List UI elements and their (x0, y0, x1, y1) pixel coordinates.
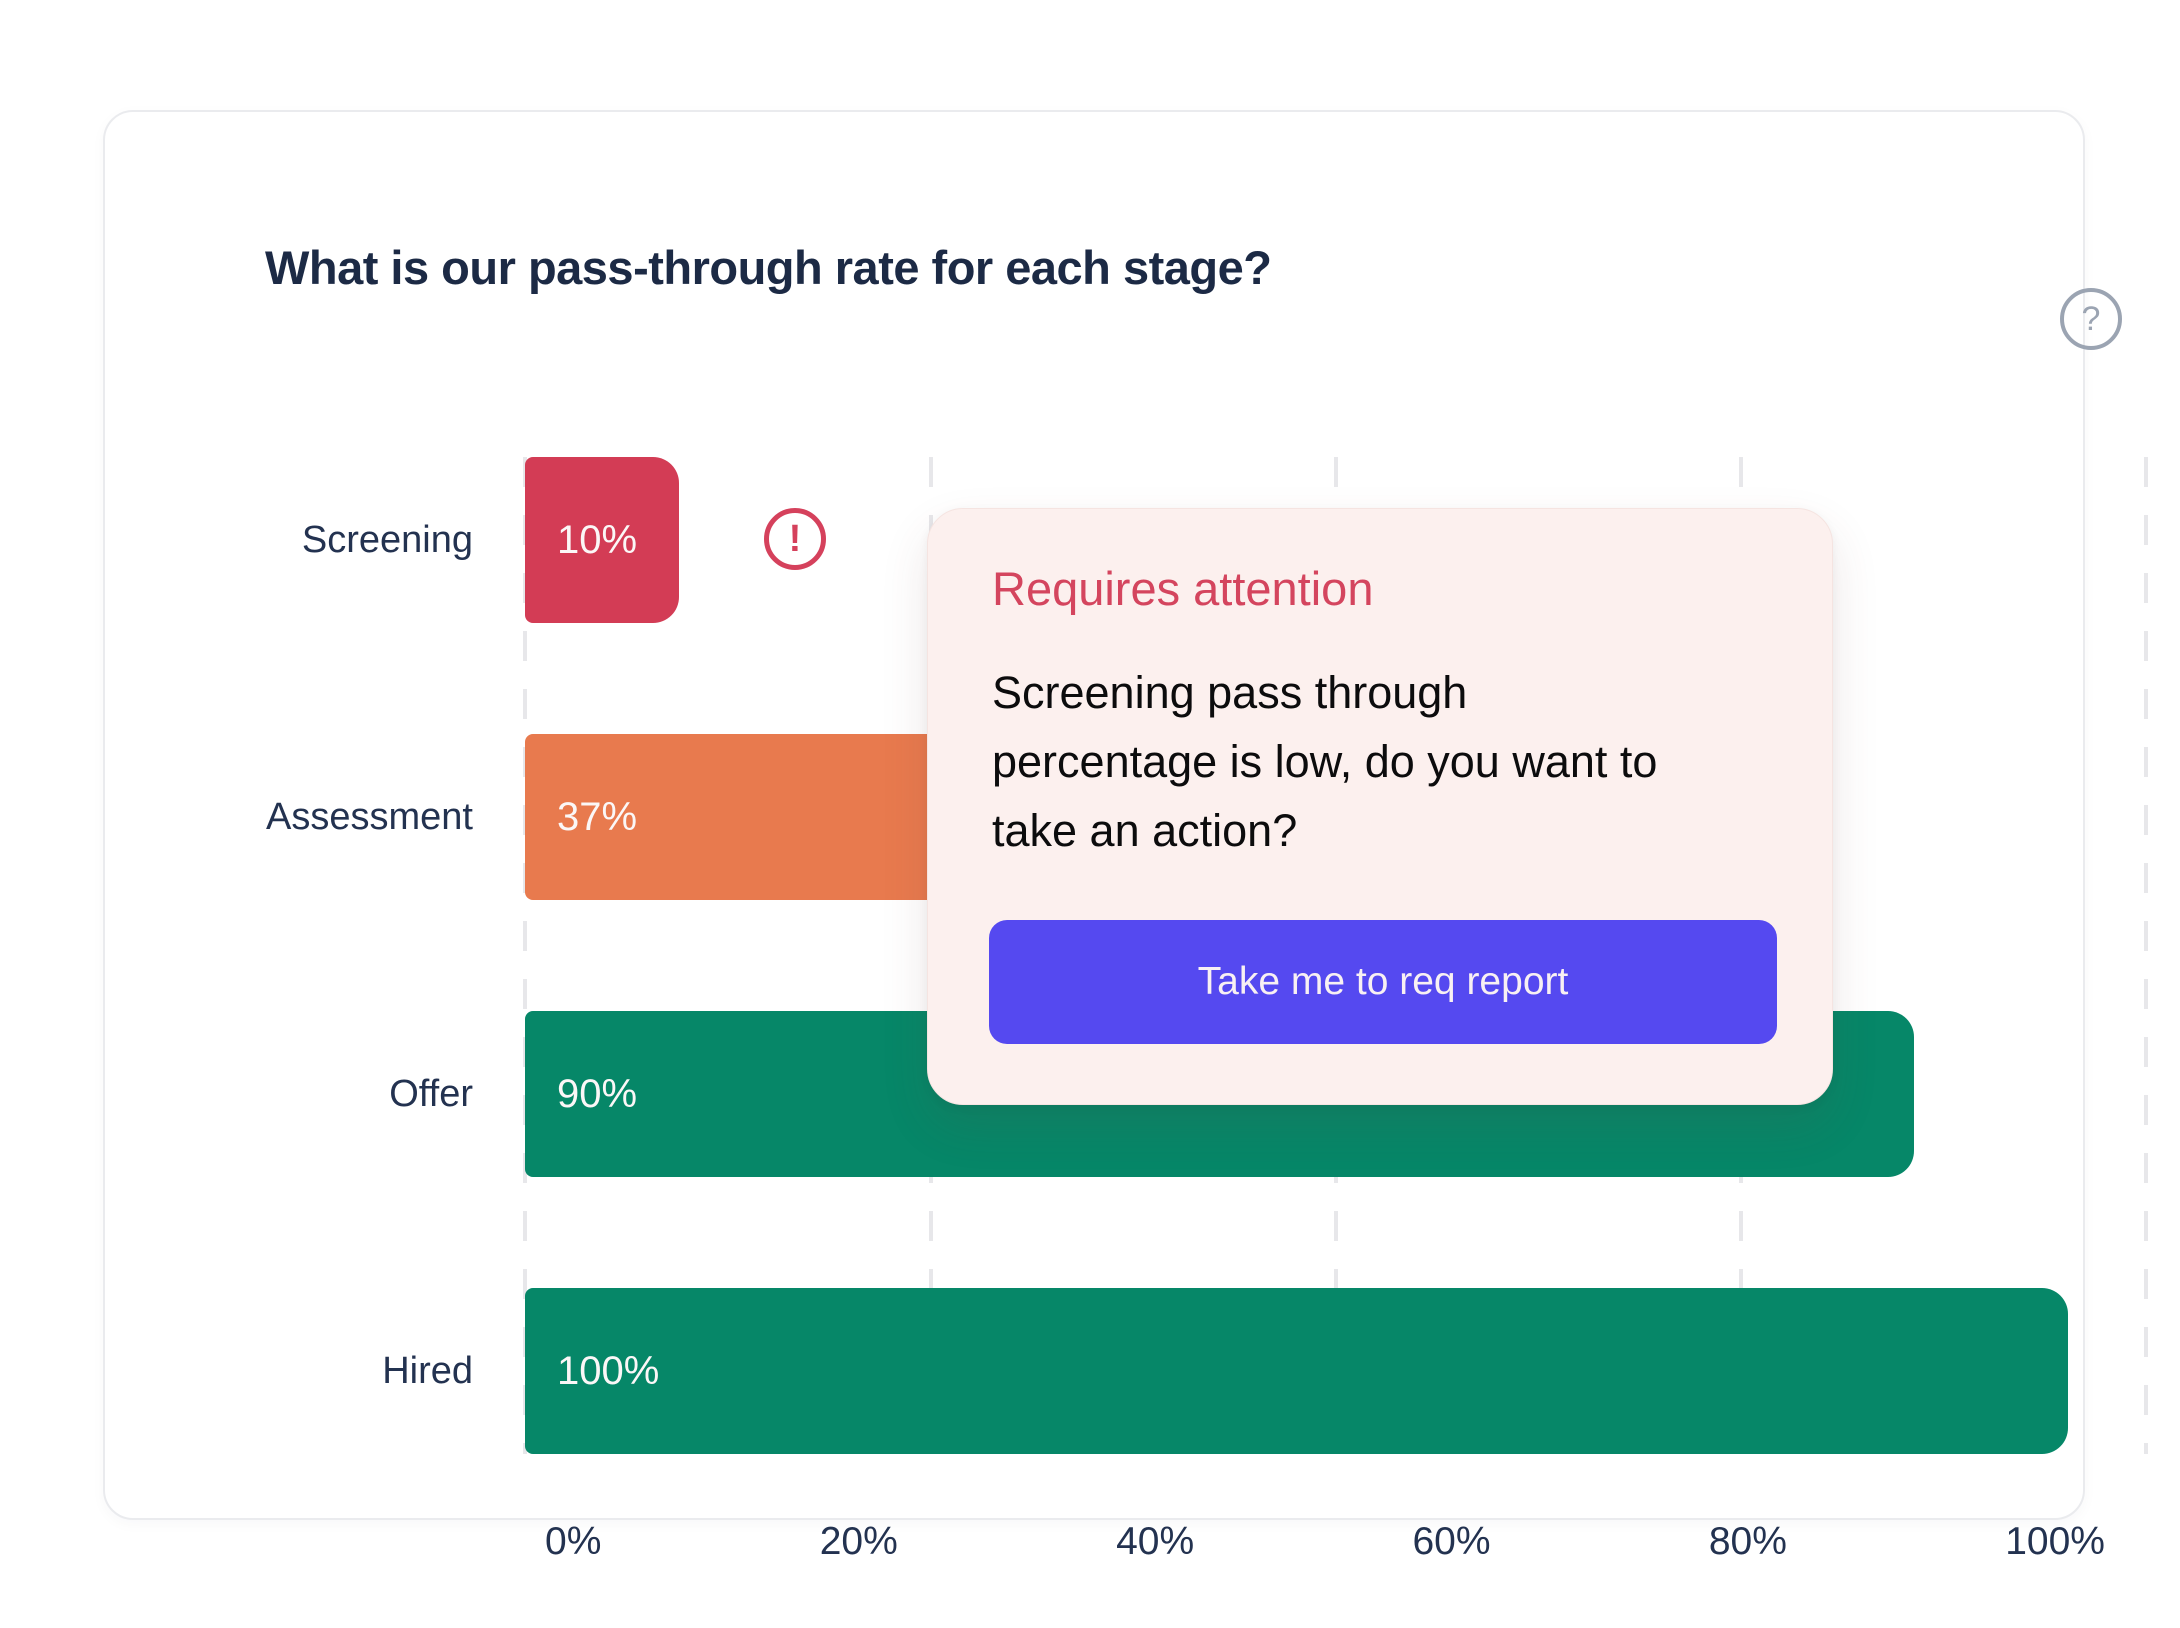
x-tick: 60% (1412, 1520, 1491, 1563)
bar-value-label: 90% (557, 1071, 638, 1116)
bar-hired[interactable]: 100% (525, 1288, 2068, 1454)
popover-heading: Requires attention (992, 562, 1374, 615)
category-label-screening: Screening (301, 518, 473, 561)
x-tick: 100% (2005, 1520, 2105, 1563)
req-report-button[interactable]: Take me to req report (989, 920, 1777, 1044)
x-tick: 40% (1116, 1520, 1195, 1563)
bar-value-label: 100% (557, 1348, 660, 1393)
bar-value-label: 37% (557, 794, 638, 839)
category-label-hired: Hired (382, 1349, 473, 1392)
gridline (2144, 457, 2148, 1454)
category-label-offer: Offer (389, 1072, 473, 1115)
x-tick: 80% (1708, 1520, 1787, 1563)
popover-body-line: Screening pass through (992, 667, 1468, 718)
category-label-assessment: Assessment (266, 795, 473, 838)
popover-body-line: take an action? (992, 805, 1298, 856)
alert-icon[interactable]: ! (764, 508, 826, 570)
x-tick: 0% (545, 1520, 602, 1563)
page-title: What is our pass-through rate for each s… (265, 241, 1272, 294)
bar-track: 10% (525, 457, 2068, 623)
chart-card: What is our pass-through rate for each s… (103, 110, 2148, 1563)
x-axis: 0% 20% 40% 60% 80% 100% (545, 1520, 2105, 1564)
bar-track: 100% (525, 1288, 2068, 1454)
help-icon[interactable]: ? (2060, 288, 2122, 350)
x-tick: 20% (819, 1520, 898, 1563)
bar-screening[interactable]: 10% (525, 457, 680, 623)
popover-body-line: percentage is low, do you want to (992, 736, 1658, 787)
attention-popover: Requires attention Screening pass throug… (927, 508, 1833, 1105)
bar-value-label: 10% (557, 517, 638, 562)
gridline (523, 457, 527, 1454)
